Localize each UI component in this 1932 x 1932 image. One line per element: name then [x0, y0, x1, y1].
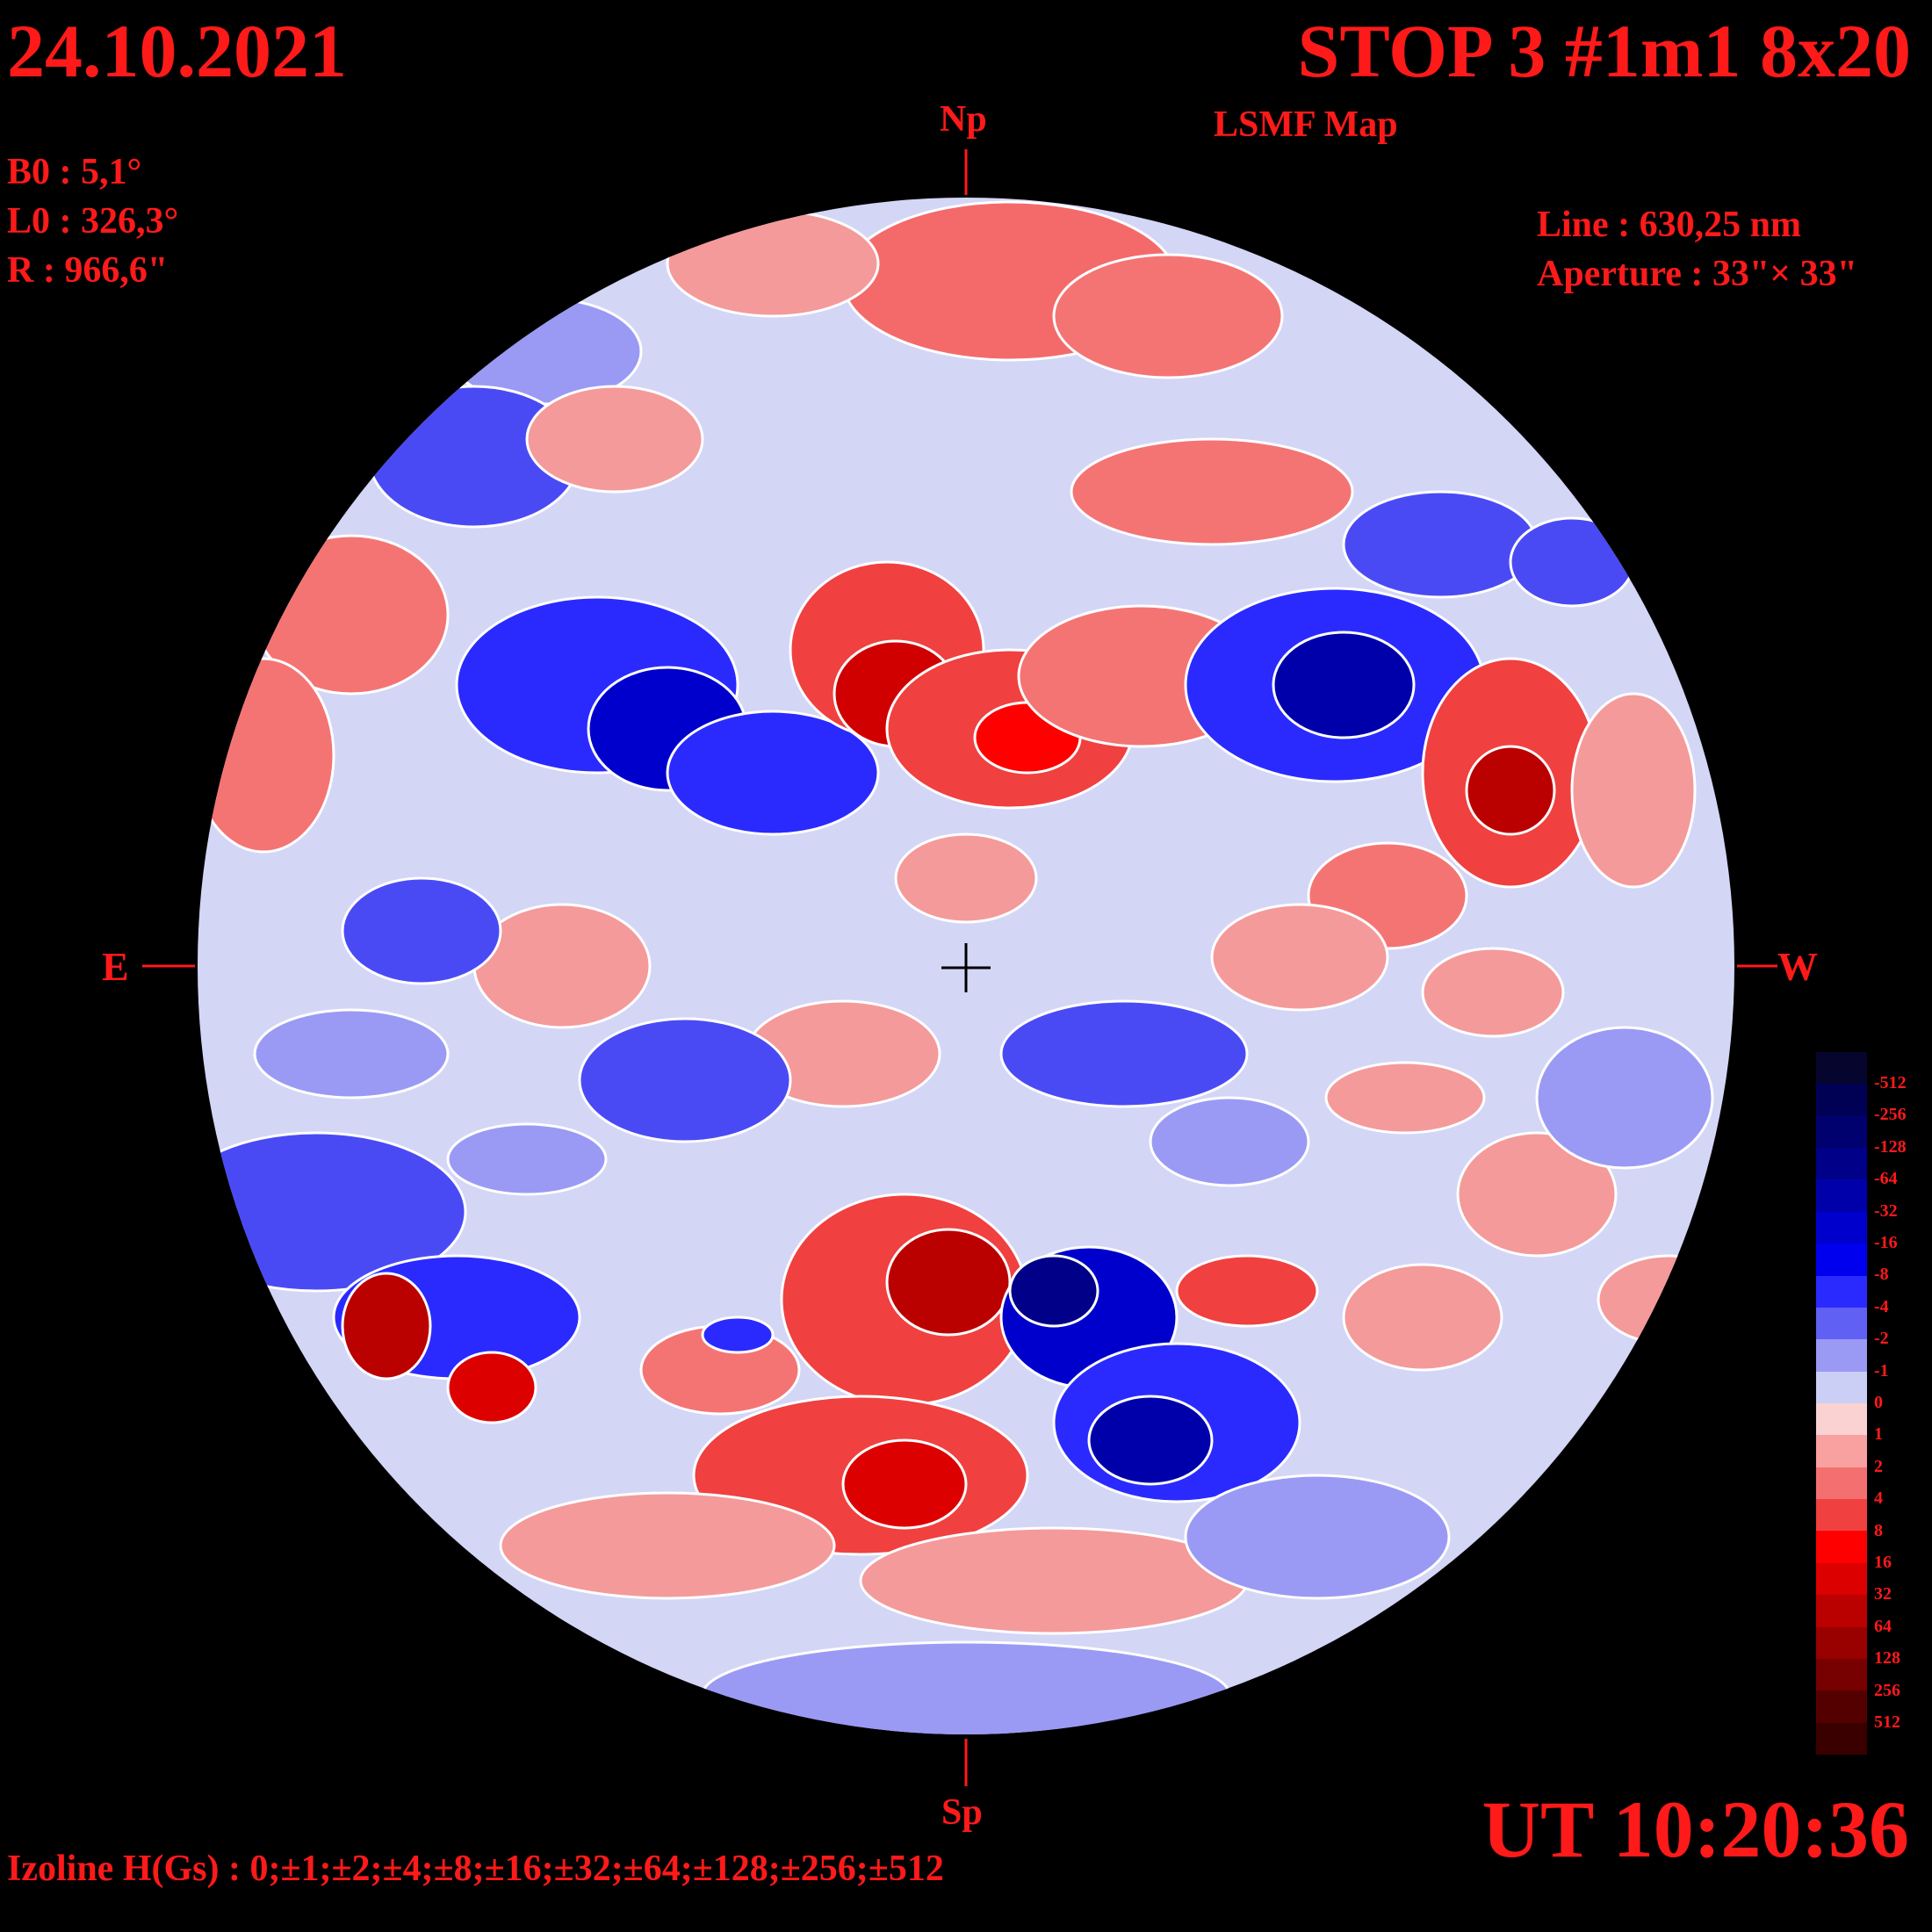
field-patch [1175, 1254, 1319, 1328]
scale-label: -16 [1874, 1233, 1898, 1252]
north-pole-label: Np [940, 99, 987, 140]
field-patch [1087, 1395, 1214, 1486]
field-patch [666, 710, 880, 836]
color-swatch [1816, 1371, 1867, 1404]
field-patch [446, 1351, 537, 1424]
crosshair-center [941, 943, 991, 992]
field-patch [1465, 745, 1556, 836]
field-patch [1008, 1254, 1099, 1328]
scale-label: -2 [1874, 1329, 1889, 1349]
field-patch [701, 1316, 775, 1354]
scale-label: -8 [1874, 1265, 1889, 1285]
east-label: E [102, 944, 129, 989]
scale-label: 64 [1874, 1616, 1892, 1636]
field-patch [885, 1228, 1012, 1337]
param-line: Line : 630,25 nm [1537, 205, 1802, 245]
field-patch [1052, 253, 1284, 379]
color-swatch [1816, 1722, 1867, 1755]
scale-label: 1 [1874, 1424, 1883, 1445]
param-b0: B0 : 5,1° [7, 152, 142, 192]
field-patch [1456, 1131, 1618, 1258]
color-swatch [1816, 1531, 1867, 1564]
param-radius: R : 966,6" [7, 250, 169, 291]
param-aperture: Aperture : 33"× 33" [1537, 254, 1857, 294]
field-patch [341, 876, 502, 985]
field-patch [666, 209, 880, 318]
scale-label: 256 [1874, 1680, 1900, 1700]
field-patches [198, 200, 1734, 1734]
field-patch [894, 833, 1038, 924]
field-patch [341, 1272, 432, 1381]
color-swatch [1816, 1307, 1867, 1340]
color-swatch [1816, 1052, 1867, 1085]
color-swatch [1816, 1467, 1867, 1500]
field-patch [525, 385, 704, 494]
field-patch [198, 657, 335, 854]
observation-date: 24.10.2021 [7, 9, 347, 93]
field-patch [1210, 903, 1389, 1012]
map-subtitle: LSMF Map [1214, 105, 1398, 145]
axis-ticks [142, 149, 1777, 1786]
field-patch [1149, 1096, 1310, 1187]
color-swatch [1816, 1562, 1867, 1596]
scale-label: 16 [1874, 1553, 1892, 1572]
field-patch [1272, 631, 1416, 739]
west-label: W [1777, 944, 1818, 989]
field-patch [253, 1008, 450, 1099]
ut-time: UT 10:20:36 [1481, 1784, 1909, 1874]
field-patch [1342, 1263, 1503, 1372]
field-patch [1509, 516, 1635, 608]
color-swatch [1816, 1690, 1867, 1724]
scale-label: -64 [1874, 1169, 1898, 1189]
field-patch [1535, 1026, 1714, 1170]
scale-label: 0 [1874, 1393, 1883, 1412]
scale-label: -128 [1874, 1136, 1907, 1157]
scale-label: -1 [1874, 1360, 1889, 1381]
scale-label: -512 [1874, 1073, 1907, 1092]
color-swatch [1816, 1499, 1867, 1532]
scale-label: 2 [1874, 1456, 1883, 1476]
map-title: STOP 3 #1m1 8x20 [1297, 9, 1911, 93]
color-swatch [1816, 1084, 1867, 1117]
field-patch [499, 1491, 836, 1600]
param-l0: L0 : 326,3° [7, 201, 179, 242]
color-swatch [1816, 1148, 1867, 1180]
scale-label: -4 [1874, 1296, 1889, 1316]
color-swatch [1816, 1435, 1867, 1468]
field-patch [1342, 490, 1539, 599]
field-patch [1184, 1474, 1451, 1600]
izoline-levels: Izoline H(Gs) : 0;±1;±2;±4;±8;±16;±32;±6… [7, 1849, 944, 1889]
field-patch [578, 1017, 792, 1143]
scale-label: 4 [1874, 1489, 1883, 1509]
field-patch [701, 1640, 1231, 1734]
scale-label: 512 [1874, 1712, 1900, 1732]
color-swatch [1816, 1211, 1867, 1244]
scale-label: 8 [1874, 1520, 1883, 1540]
scale-label: -32 [1874, 1200, 1898, 1221]
south-pole-label: Sp [941, 1792, 983, 1833]
color-scale-bar [1816, 1052, 1867, 1755]
field-patch [1070, 437, 1354, 546]
field-patch [841, 1438, 968, 1530]
color-swatch [1816, 1339, 1867, 1373]
scale-label: 128 [1874, 1648, 1900, 1669]
color-swatch [1816, 1275, 1867, 1308]
color-swatch [1816, 1626, 1867, 1660]
scale-label: 32 [1874, 1584, 1892, 1604]
color-swatch [1816, 1115, 1867, 1149]
color-swatch [1816, 1244, 1867, 1277]
field-patch [446, 1122, 608, 1196]
field-patch [1421, 947, 1565, 1038]
field-patch [1570, 692, 1697, 889]
color-swatch [1816, 1179, 1867, 1213]
field-patch [1324, 1061, 1486, 1135]
field-patch [1597, 1254, 1734, 1345]
scale-label: -256 [1874, 1105, 1907, 1125]
field-patch [999, 999, 1249, 1108]
color-swatch [1816, 1403, 1867, 1436]
color-swatch [1816, 1658, 1867, 1691]
color-swatch [1816, 1595, 1867, 1628]
